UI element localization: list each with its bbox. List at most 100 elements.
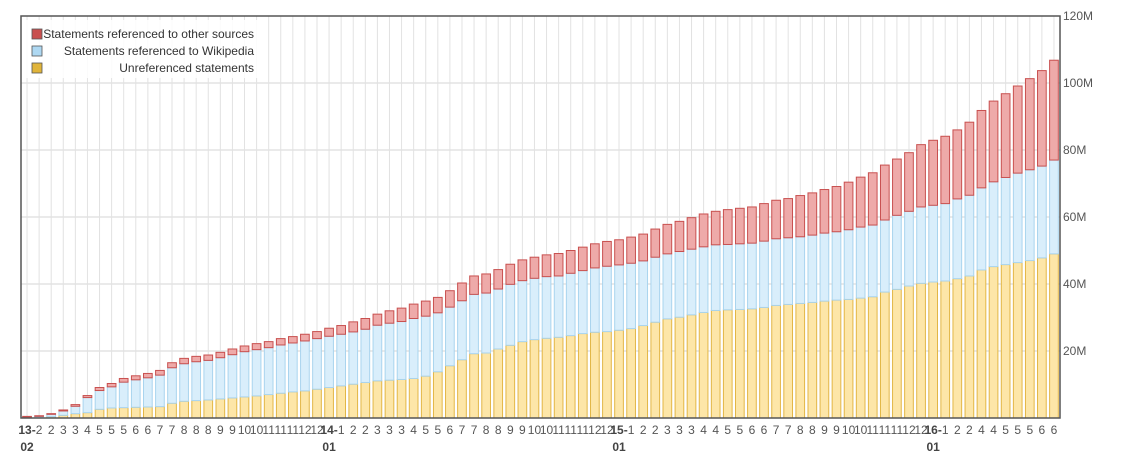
x-tick-label: 6: [447, 423, 454, 437]
legend-swatch-wikipedia: [31, 45, 43, 57]
bar-referenced-wikipedia: [336, 333, 347, 387]
y-tick-label: 40M: [1063, 277, 1086, 291]
bar-referenced-other: [118, 377, 129, 383]
bar-referenced-wikipedia: [855, 226, 866, 299]
bar-referenced-other: [879, 164, 890, 221]
bar-unreferenced: [698, 311, 709, 419]
bar-unreferenced: [457, 359, 467, 419]
bar-unreferenced: [734, 308, 745, 419]
bar-referenced-wikipedia: [976, 187, 987, 271]
bar-referenced-other: [179, 357, 189, 365]
bar-unreferenced: [432, 371, 443, 419]
bar-unreferenced: [626, 328, 636, 419]
bar-referenced-other: [287, 336, 298, 344]
bar-referenced-wikipedia: [384, 322, 395, 381]
bar-referenced-wikipedia: [324, 335, 334, 389]
bar-referenced-wikipedia: [420, 315, 431, 377]
x-tick-label: 8: [181, 423, 188, 437]
bar-referenced-other: [614, 239, 624, 266]
x-tick-label: 10: [842, 423, 856, 437]
x-tick-label: 4: [712, 423, 719, 437]
bar-unreferenced: [541, 337, 552, 419]
bar-referenced-other: [940, 135, 951, 205]
x-tick-label: 12: [600, 423, 614, 437]
bar-unreferenced: [553, 336, 564, 419]
bar-referenced-other: [46, 413, 57, 415]
bar-referenced-other: [952, 129, 963, 200]
bar-unreferenced: [396, 378, 407, 419]
bar-unreferenced: [505, 344, 516, 419]
bar-unreferenced: [831, 299, 842, 419]
x-tick-label: 16-: [924, 423, 941, 437]
bar-unreferenced: [130, 406, 141, 419]
bar-referenced-other: [843, 181, 854, 231]
bar-referenced-wikipedia: [191, 361, 202, 402]
bar-referenced-wikipedia: [167, 367, 177, 404]
x-tick-month-label: 01: [612, 440, 626, 454]
bar-unreferenced: [275, 392, 286, 419]
x-tick-label: 2: [652, 423, 659, 437]
bar-referenced-wikipedia: [1024, 169, 1035, 262]
x-tick-label: 4: [700, 423, 707, 437]
bar-referenced-wikipedia: [734, 243, 745, 310]
bar-unreferenced: [855, 297, 866, 419]
bar-referenced-wikipedia: [577, 270, 588, 335]
bar-unreferenced: [287, 391, 298, 419]
x-tick-label: 8: [205, 423, 212, 437]
x-tick-label: 12: [914, 423, 928, 437]
bar-referenced-other: [360, 318, 371, 330]
x-tick-month-label: 01: [322, 440, 336, 454]
bar-referenced-other: [590, 243, 600, 269]
bar-unreferenced: [650, 321, 661, 419]
bar-referenced-other: [553, 253, 564, 277]
x-tick-label: 9: [519, 423, 526, 437]
bar-unreferenced: [517, 341, 528, 419]
bar-referenced-other: [783, 198, 794, 239]
bar-referenced-wikipedia: [553, 275, 564, 338]
x-tick-label: 2: [48, 423, 55, 437]
bar-referenced-wikipedia: [469, 293, 479, 355]
bar-referenced-other: [505, 263, 516, 285]
x-tick-label: 10: [854, 423, 868, 437]
x-tick-label: 6: [1051, 423, 1058, 437]
bar-referenced-other: [988, 100, 999, 183]
bar-referenced-other: [106, 382, 117, 388]
bar-unreferenced: [819, 300, 830, 419]
bar-referenced-wikipedia: [432, 312, 443, 373]
bar-referenced-other: [94, 387, 105, 392]
bar-referenced-other: [155, 369, 165, 376]
bar-referenced-other: [650, 228, 661, 258]
bar-referenced-other: [1037, 70, 1047, 167]
bar-referenced-wikipedia: [710, 244, 721, 311]
bar-unreferenced: [82, 412, 93, 419]
bar-referenced-wikipedia: [759, 240, 769, 308]
x-tick-label: 6: [145, 423, 152, 437]
bar-referenced-wikipedia: [626, 262, 636, 330]
bar-unreferenced: [312, 388, 322, 419]
bar-referenced-other: [698, 213, 709, 248]
plot-frame: [20, 15, 1061, 419]
bar-unreferenced: [662, 318, 673, 419]
bar-referenced-other: [602, 240, 612, 267]
bar-referenced-other: [916, 144, 926, 208]
bar-referenced-wikipedia: [505, 283, 516, 346]
bar-referenced-wikipedia: [867, 224, 878, 298]
x-tick-label: 7: [785, 423, 792, 437]
bar-referenced-other: [626, 236, 636, 264]
bar-unreferenced: [179, 400, 189, 419]
bar-referenced-wikipedia: [602, 265, 612, 333]
x-tick-label: 8: [797, 423, 804, 437]
bar-referenced-wikipedia: [783, 237, 794, 305]
bar-referenced-wikipedia: [203, 359, 214, 401]
bar-unreferenced: [904, 285, 914, 419]
bar-referenced-wikipedia: [1000, 176, 1011, 266]
bar-referenced-other: [795, 195, 806, 238]
y-axis-ticks: 20M 40M 60M 80M 100M 120M: [1063, 9, 1093, 358]
bar-referenced-wikipedia: [565, 272, 576, 337]
bar-referenced-other: [22, 415, 32, 418]
x-tick-label: 5: [434, 423, 441, 437]
bar-unreferenced: [203, 399, 214, 419]
x-tick-label: 10: [528, 423, 542, 437]
bar-referenced-other: [420, 300, 431, 317]
bar-referenced-wikipedia: [215, 357, 226, 400]
